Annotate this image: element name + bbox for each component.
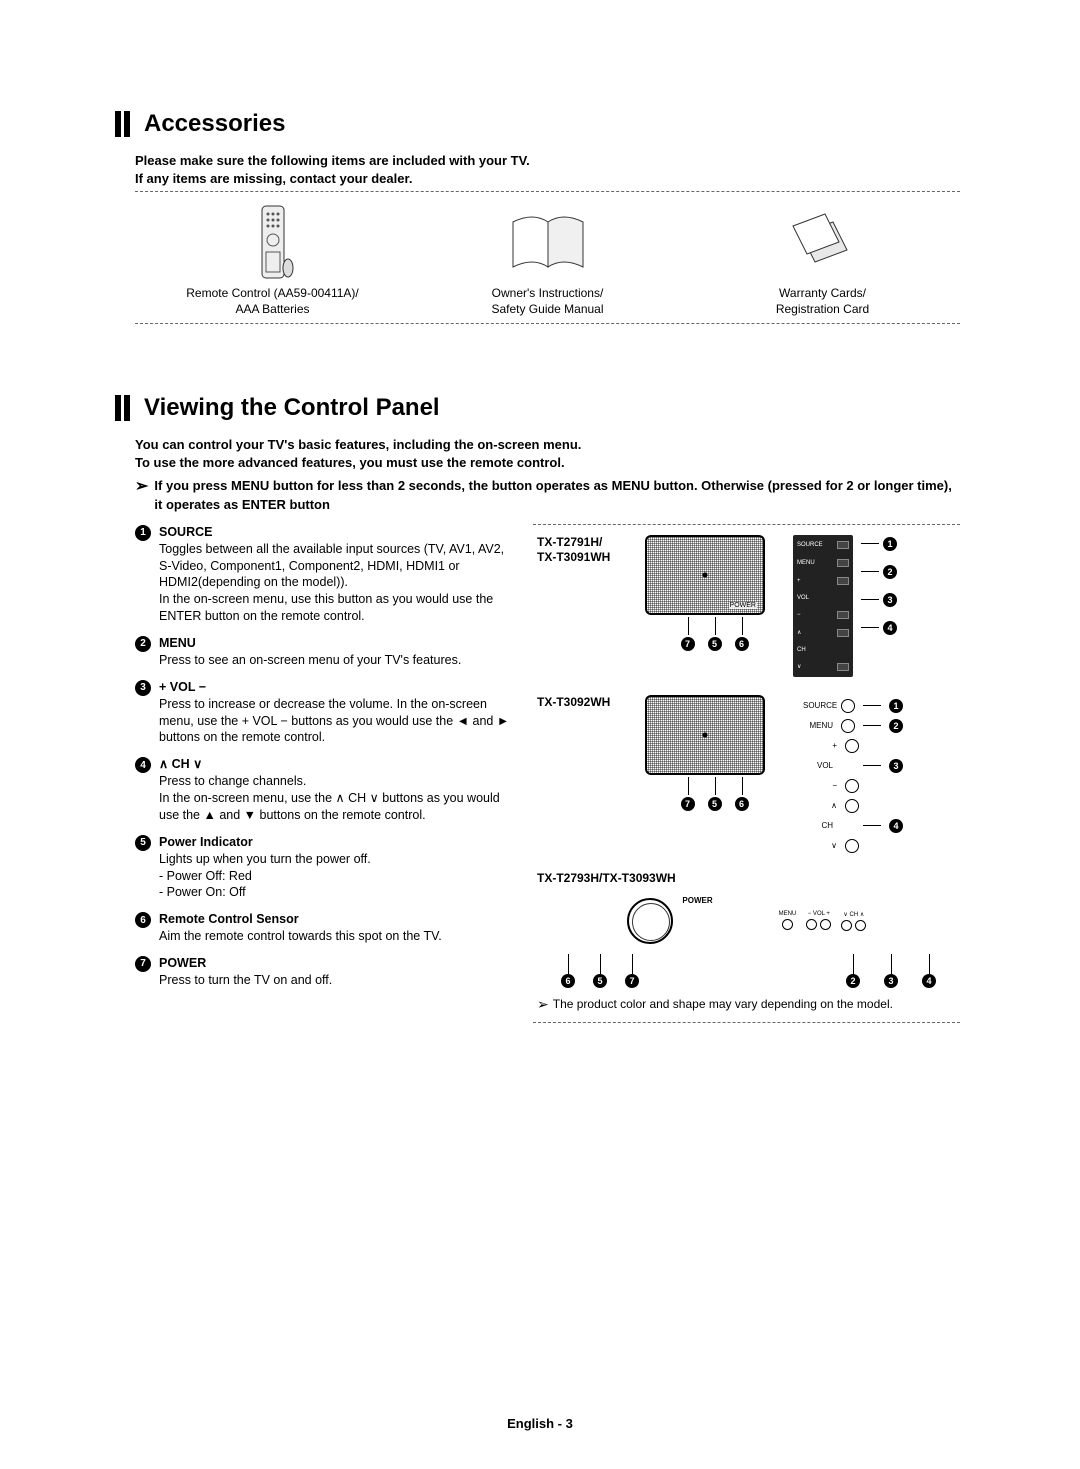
model-note: ➢ The product color and shape may vary d… [537, 996, 956, 1014]
header-decor [115, 111, 130, 137]
diagrams-panel: TX-T2791H/ TX-T3091WH POWER 7 5 6 SOURCE… [533, 524, 960, 1023]
accessories-intro: Please make sure the following items are… [135, 152, 960, 187]
remote-icon [153, 202, 393, 282]
header-decor [115, 395, 130, 421]
side-buttons-dark: SOURCE MENU + VOL − ∧ CH ∨ [793, 535, 853, 677]
accessory-cards: Warranty Cards/ Registration Card [703, 202, 943, 317]
note-arrow-icon: ➢ [537, 995, 549, 1014]
side-buttons-light: SOURCE1 MENU2 + VOL3 − ∧ CH4 ∨ [793, 695, 903, 853]
model-3-row: TX-T2793H/TX-T3093WH POWER MENU − VOL + … [537, 871, 956, 989]
controls-list: 1SOURCEToggles between all the available… [135, 524, 515, 1023]
accessories-header: Accessories [115, 110, 960, 138]
accessories-title: Accessories [144, 110, 285, 138]
control-header: Viewing the Control Panel [115, 394, 960, 422]
model-1-row: TX-T2791H/ TX-T3091WH POWER 7 5 6 SOURCE… [537, 535, 956, 677]
accessories-box: Remote Control (AA59-00411A)/ AAA Batter… [135, 191, 960, 324]
tv-diagram [645, 695, 765, 775]
control-intro: You can control your TV's basic features… [135, 436, 960, 471]
control-title: Viewing the Control Panel [144, 394, 440, 422]
power-button-icon [627, 898, 673, 944]
manual-icon [428, 202, 668, 282]
cards-icon [703, 202, 943, 282]
accessory-manual: Owner's Instructions/ Safety Guide Manua… [428, 202, 668, 317]
page-footer: English - 3 [0, 1416, 1080, 1431]
tv-diagram: POWER [645, 535, 765, 615]
note-arrow-icon: ➢ [135, 476, 148, 498]
accessory-remote: Remote Control (AA59-00411A)/ AAA Batter… [153, 202, 393, 317]
model-2-row: TX-T3092WH 7 5 6 SOURCE1 MENU2 + VOL3 − … [537, 695, 956, 853]
control-note: ➢ If you press MENU button for less than… [135, 477, 960, 513]
